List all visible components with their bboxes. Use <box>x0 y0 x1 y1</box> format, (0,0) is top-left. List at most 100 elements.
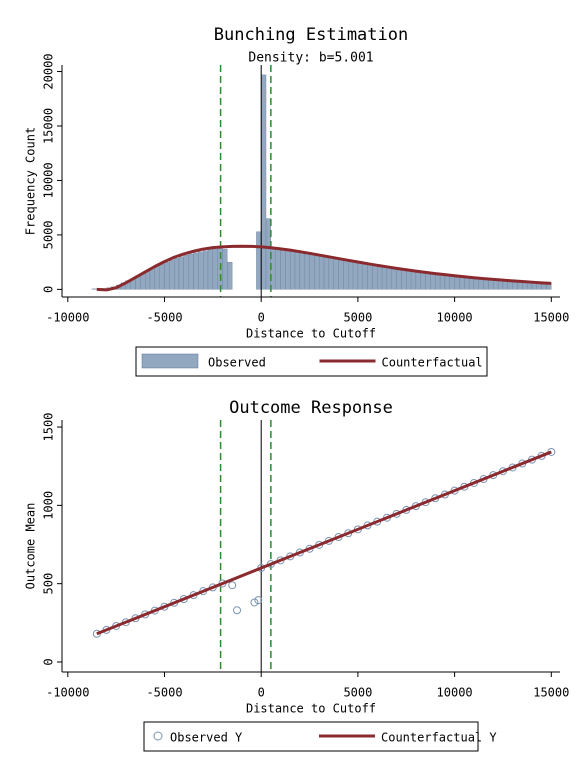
x-tick-label: 15000 <box>533 311 569 325</box>
histogram-bar <box>159 264 165 290</box>
histogram-bar <box>372 265 378 290</box>
histogram-bar <box>420 272 426 290</box>
scatter-point <box>254 596 263 605</box>
histogram-bar <box>488 279 494 290</box>
x-tick-label: -5000 <box>146 311 182 325</box>
histogram-bar <box>227 261 233 290</box>
histogram-bar <box>377 266 383 290</box>
histogram-bar <box>430 273 436 290</box>
x-tick-label: -5000 <box>146 686 182 700</box>
y-tick-label: 10000 <box>42 162 56 198</box>
histogram-bar <box>338 259 344 290</box>
y-tick-label: 5000 <box>42 220 56 249</box>
histogram-bar <box>154 266 160 290</box>
legend-label: Observed <box>208 356 266 370</box>
histogram-bar <box>357 262 363 290</box>
histogram-bar <box>459 276 465 290</box>
histogram-bar <box>343 260 349 290</box>
histogram-bar <box>483 278 489 290</box>
histogram-bar <box>348 261 354 290</box>
x-tick-label: 5000 <box>343 686 372 700</box>
histogram-bar <box>367 264 373 290</box>
line-series <box>96 450 552 636</box>
chart-title: Outcome Response <box>229 398 393 418</box>
histogram-bar <box>473 277 479 290</box>
histogram-bar <box>396 268 402 290</box>
histogram-bar <box>193 252 199 290</box>
histogram-bar <box>386 267 392 290</box>
line-series <box>96 244 552 292</box>
y-axis-label: Frequency Count <box>24 127 38 235</box>
legend-box <box>143 721 479 752</box>
histogram-bar <box>212 248 218 290</box>
histogram-bar <box>362 263 368 290</box>
histogram-bar <box>478 278 484 290</box>
x-tick-label: 10000 <box>437 686 473 700</box>
histogram-bar <box>391 268 397 290</box>
histogram-bar <box>149 268 155 290</box>
histogram-bar <box>333 258 339 290</box>
histogram-bar <box>468 277 475 290</box>
histogram-bar <box>493 279 499 290</box>
histogram-bar <box>183 254 189 290</box>
histogram-bar <box>256 231 262 290</box>
histogram-bar <box>314 255 320 290</box>
histogram-bar <box>406 270 412 290</box>
histogram-bar <box>198 251 204 290</box>
scatter-point <box>250 598 259 607</box>
histogram-bar <box>425 272 431 290</box>
histogram-bar <box>164 261 170 290</box>
y-tick-label: 500 <box>42 573 56 595</box>
y-axis-label: Outcome Mean <box>24 503 38 590</box>
x-tick-label: -10000 <box>46 311 89 325</box>
chart-subtitle: Density: b=5.001 <box>248 51 373 66</box>
histogram-bar <box>91 288 97 290</box>
legend-label: Observed Y <box>170 731 243 745</box>
x-tick-label: 5000 <box>343 311 372 325</box>
histogram-bar <box>299 252 305 290</box>
x-tick-label: 0 <box>258 311 265 325</box>
histogram-bar <box>280 249 286 290</box>
legend-swatch <box>141 353 199 369</box>
legend-label: Counterfactual Y <box>381 731 497 745</box>
histogram-bar <box>454 276 460 290</box>
scatter-point <box>233 606 242 615</box>
y-tick-label: 0 <box>42 286 56 293</box>
histogram-bar <box>261 74 267 290</box>
histogram-bar <box>435 273 441 290</box>
x-tick-label: -10000 <box>46 686 89 700</box>
x-axis-label: Distance to Cutoff <box>246 327 376 341</box>
histogram-bar <box>285 250 291 290</box>
y-tick-label: 1000 <box>42 491 56 520</box>
histogram-bar <box>174 258 180 290</box>
chart-title: Bunching Estimation <box>214 25 408 45</box>
histogram-bar <box>222 248 228 290</box>
legend-label: Counterfactual <box>382 356 483 370</box>
histogram-bar <box>439 274 446 290</box>
histogram-bar <box>323 256 330 290</box>
histogram-bar <box>203 250 209 290</box>
histogram-bar <box>304 253 310 290</box>
legend-swatch <box>153 731 163 741</box>
histogram-bar <box>444 275 450 290</box>
y-tick-label: 0 <box>42 658 56 665</box>
histogram-bar <box>145 270 151 290</box>
histogram-bar <box>328 257 334 290</box>
histogram-bar <box>352 261 359 290</box>
histogram-bar <box>401 269 407 290</box>
histogram-bar <box>290 250 296 290</box>
histogram-bar <box>381 266 388 290</box>
y-tick-label: 1500 <box>42 413 56 442</box>
histogram-bar <box>178 256 184 290</box>
histogram-bar <box>464 277 470 290</box>
histogram-bar <box>275 248 281 290</box>
histogram-bar <box>169 259 175 290</box>
histogram-bar <box>309 254 315 290</box>
histogram-bar <box>319 255 325 290</box>
x-tick-label: 15000 <box>533 686 569 700</box>
x-tick-label: 10000 <box>437 311 473 325</box>
y-tick-label: 20000 <box>42 53 56 89</box>
x-axis-label: Distance to Cutoff <box>246 702 376 716</box>
scatter-point <box>228 581 237 590</box>
